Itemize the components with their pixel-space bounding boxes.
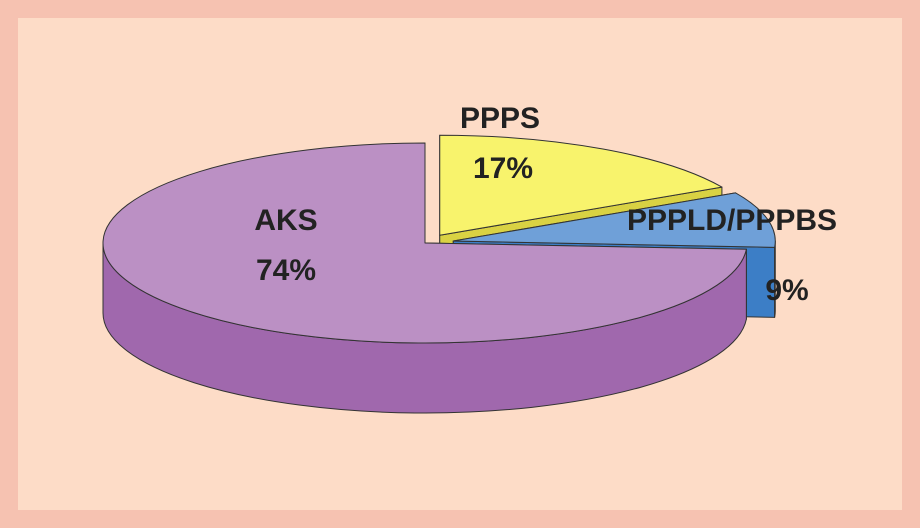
value-label: 17% (473, 152, 533, 185)
slice (452, 192, 776, 248)
category-label: AKS (254, 204, 317, 237)
pie (102, 134, 776, 414)
value-label: 74% (256, 254, 316, 287)
slice (439, 134, 723, 236)
slice (102, 142, 747, 344)
value-label: 9% (765, 274, 808, 307)
labels: PPPS 17% PPPLD/PPPBS 9% AKS 74% (254, 102, 837, 307)
category-label: PPPLD/PPPBS (627, 204, 837, 237)
category-label: PPPS (460, 102, 540, 135)
